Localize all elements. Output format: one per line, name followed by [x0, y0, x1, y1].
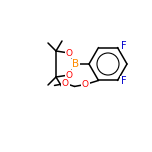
Text: O: O — [66, 48, 73, 57]
Text: O: O — [66, 71, 73, 79]
Text: F: F — [121, 41, 126, 51]
Text: O: O — [62, 79, 69, 88]
Text: O: O — [82, 80, 89, 89]
Text: B: B — [73, 59, 79, 69]
Text: F: F — [121, 76, 126, 86]
